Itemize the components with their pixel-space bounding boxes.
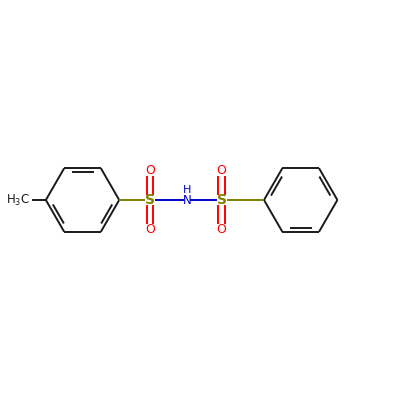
Text: O: O — [216, 164, 226, 177]
Text: N: N — [182, 194, 191, 206]
Text: H$_3$C: H$_3$C — [6, 192, 30, 208]
Text: S: S — [216, 193, 226, 207]
Text: O: O — [145, 164, 155, 177]
Text: H: H — [182, 185, 191, 195]
Text: O: O — [145, 223, 155, 236]
Text: S: S — [145, 193, 155, 207]
Text: O: O — [216, 223, 226, 236]
